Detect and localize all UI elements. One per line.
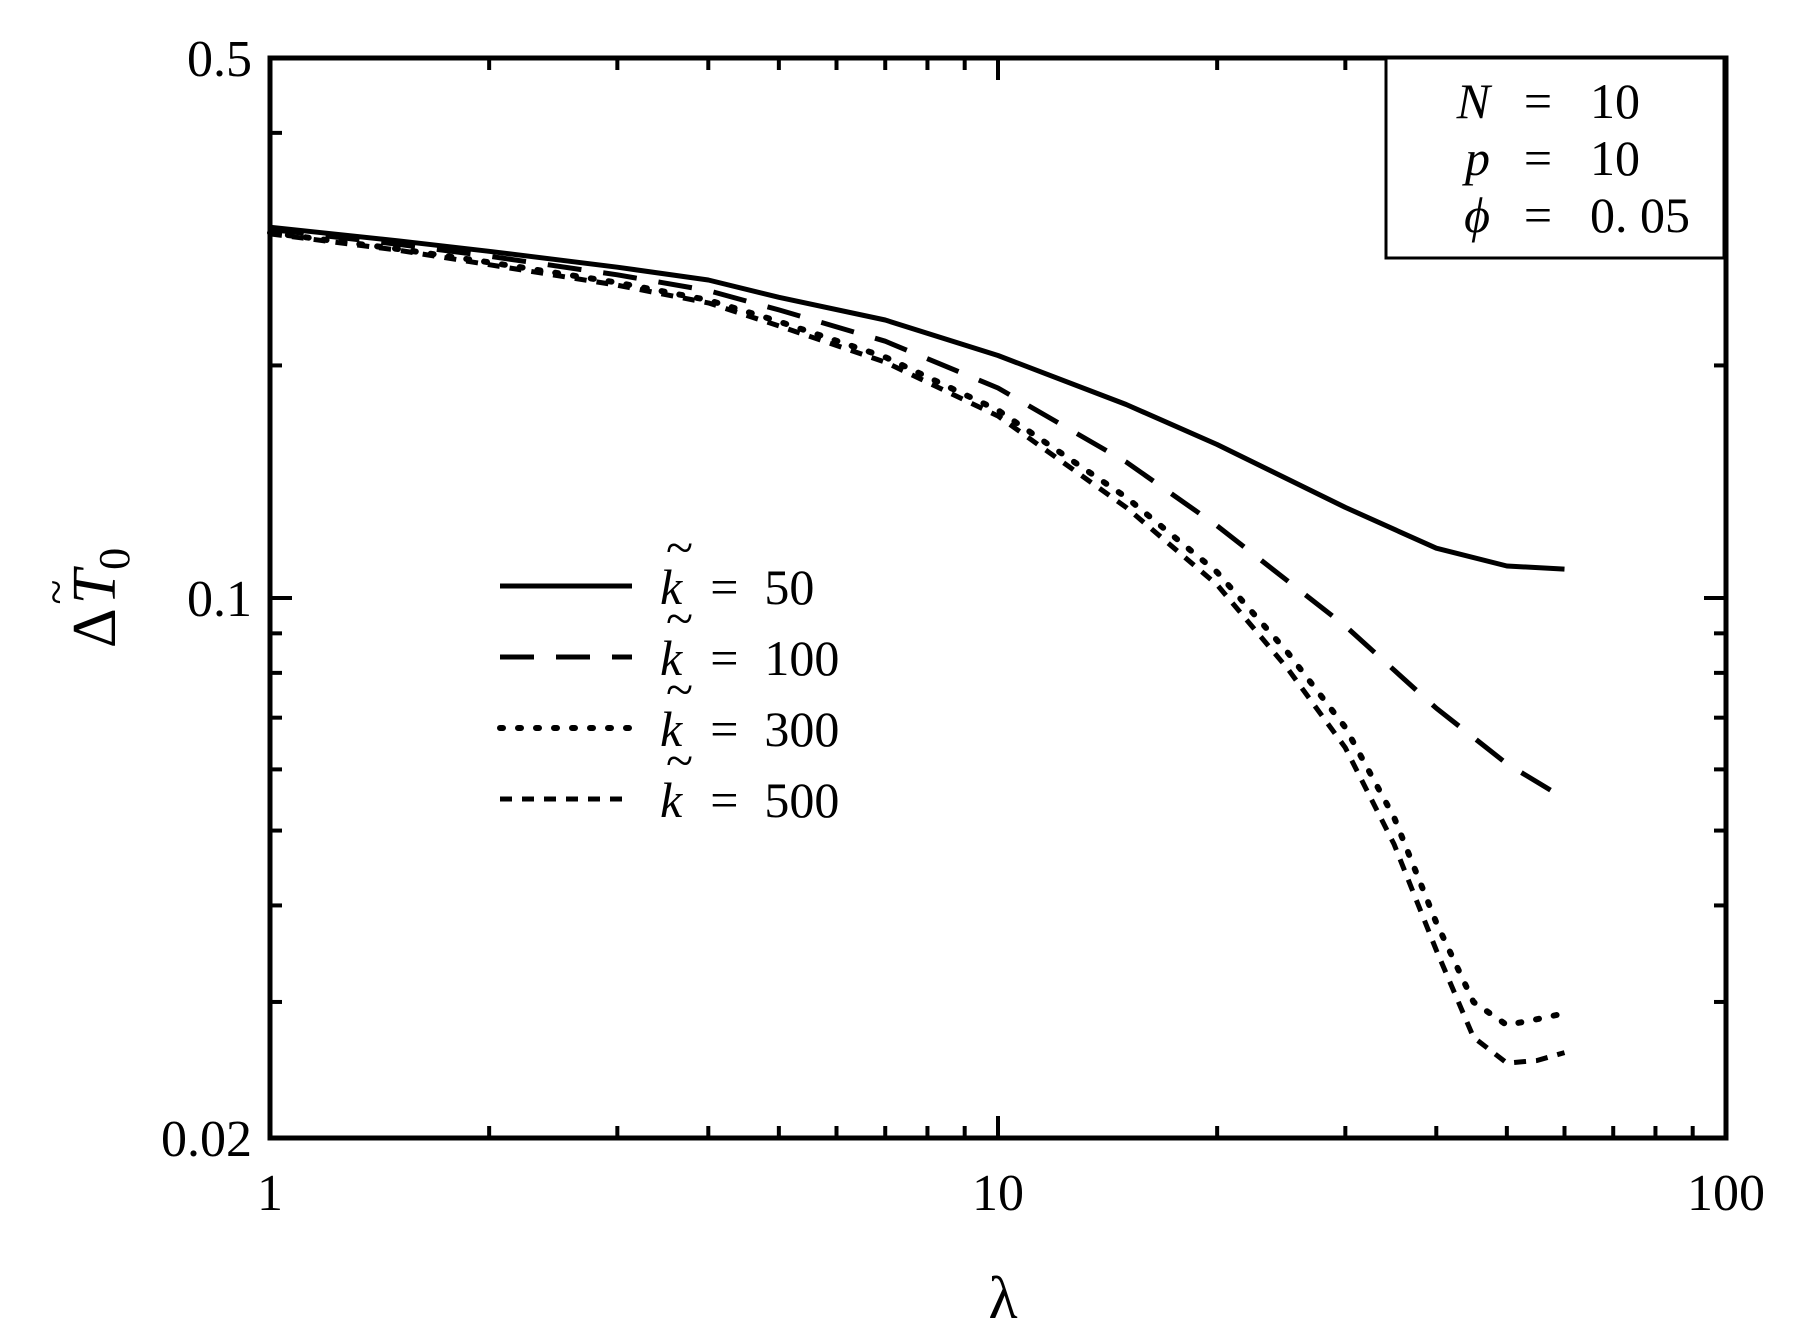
- parameter-value: 10: [1590, 73, 1640, 129]
- x-tick-label: 100: [1687, 1165, 1765, 1222]
- legend-tilde: ~: [666, 732, 693, 788]
- y-axis-accent: ~: [30, 580, 81, 605]
- legend: k = 50~k = 100~k = 300~k = 500~: [497, 519, 839, 828]
- legend-tilde: ~: [666, 590, 693, 646]
- series-line-300: [267, 229, 1568, 1029]
- legend-item-300: k = 300~: [497, 661, 839, 757]
- y-axis-subscript: 0: [90, 548, 139, 570]
- y-tick-label: 0.5: [187, 31, 252, 88]
- parameter-value: 10: [1590, 130, 1640, 186]
- svg-text:ΔT0: ΔT0: [61, 548, 139, 648]
- legend-item-500: k = 500~: [500, 732, 839, 828]
- tick-labels: 1 10 100 0.5 0.1 0.02: [161, 31, 1765, 1222]
- y-axis-symbol: T: [61, 565, 129, 604]
- x-tick-label: 1: [257, 1165, 283, 1222]
- parameter-eq: =: [1524, 73, 1552, 129]
- parameter-list: N = 10 p = 10 ϕ = 0. 05: [1456, 73, 1690, 243]
- series-line-100: [269, 226, 1566, 801]
- x-axis-title: λ: [988, 1265, 1017, 1331]
- x-tick-label: 10: [972, 1165, 1024, 1222]
- series-line-500: [269, 231, 1566, 1066]
- y-tick-label: 0.1: [187, 571, 252, 628]
- legend-label: k = 100: [660, 630, 839, 686]
- y-axis-title: ΔT0 ~: [30, 548, 139, 648]
- parameter-symbol: N: [1456, 73, 1493, 129]
- legend-tilde: ~: [666, 661, 693, 717]
- series-layer: [267, 224, 1568, 1066]
- series-line-50: [269, 224, 1565, 572]
- parameter-symbol: ϕ: [1464, 187, 1490, 243]
- legend-tilde: ~: [666, 519, 693, 575]
- parameter-eq: =: [1524, 187, 1552, 243]
- parameter-symbol: p: [1462, 130, 1490, 186]
- legend-label: k = 300: [660, 701, 839, 757]
- parameter-value: 0. 05: [1590, 187, 1690, 243]
- legend-item-100: k = 100~: [500, 590, 839, 686]
- legend-label: k = 500: [660, 772, 839, 828]
- parameter-eq: =: [1524, 130, 1552, 186]
- parameter-box: [1384, 56, 1726, 260]
- y-tick-label: 0.02: [161, 1111, 252, 1168]
- y-axis-delta: Δ: [61, 608, 129, 648]
- legend-item-50: k = 50~: [500, 519, 814, 615]
- legend-label: k = 50: [660, 559, 814, 615]
